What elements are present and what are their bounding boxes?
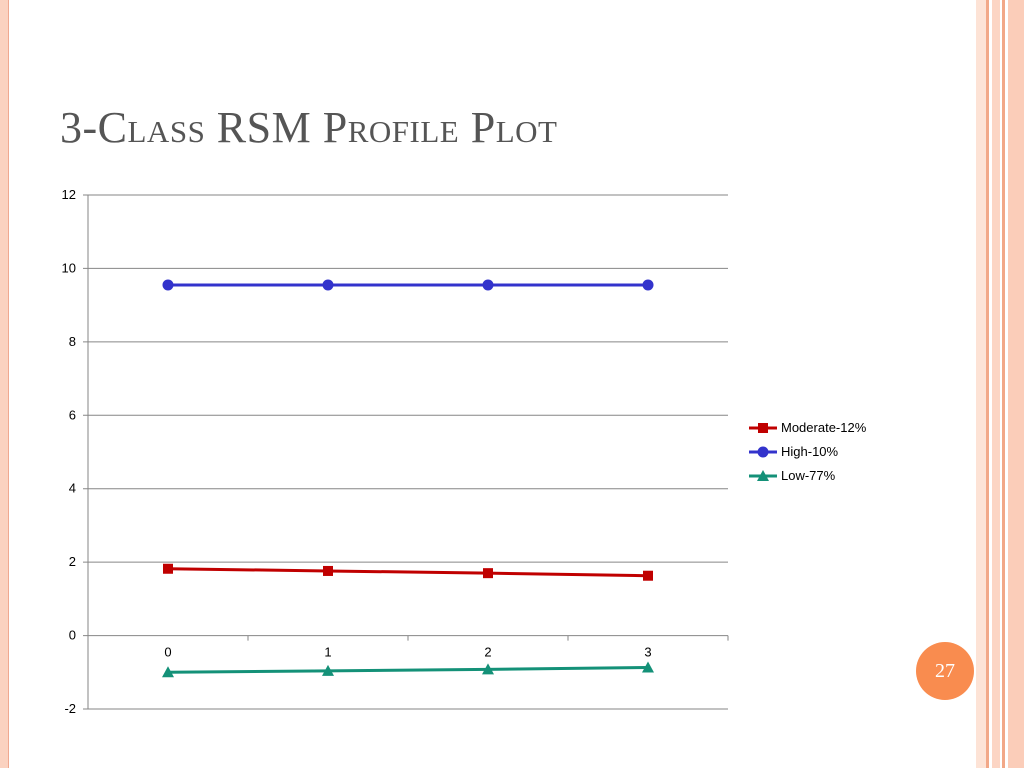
y-tick-label: 0 [69,628,76,643]
legend-label: Moderate-12% [781,420,867,435]
x-tick-label: 2 [484,645,491,660]
y-tick-label: 6 [69,407,76,422]
data-point [643,570,653,581]
data-point [162,279,174,291]
data-point [163,563,173,574]
data-point [323,565,333,576]
stripe [992,0,1000,768]
data-point [483,568,493,579]
right-decorative-stripes [976,0,1024,768]
data-point [642,279,654,291]
slide-title: 3-Class RSM Profile Plot [60,103,558,152]
legend: Moderate-12% High-10% Low-77% [749,420,867,483]
data-point [642,661,654,673]
legend-marker [758,423,768,433]
legend-item-low-77: Low-77% [749,468,836,483]
x-tick-label: 0 [164,645,171,660]
stripe [1008,0,1024,768]
x-tick-label: 1 [324,645,331,660]
series-moderate-12 [163,563,653,581]
y-tick-label: 8 [69,334,76,349]
legend-label: Low-77% [781,468,836,483]
x-tick-label: 3 [644,645,651,660]
page-number-badge: 27 [916,642,974,700]
stripe [1002,0,1005,768]
y-tick-label: 10 [62,260,76,275]
grid-layer [83,194,728,710]
data-point [322,279,334,291]
legend-label: High-10% [781,444,839,459]
series-layer [162,279,654,678]
left-decorative-border [0,0,9,768]
data-point [482,279,494,291]
series-high-10 [162,279,654,291]
legend-item-moderate-12: Moderate-12% [749,420,867,435]
y-tick-label: 2 [69,554,76,569]
series-line [167,567,649,578]
series-low-77 [162,661,654,678]
y-tick-label: 4 [69,481,76,496]
data-point [482,663,494,675]
data-point [162,666,174,678]
y-tick-label: 12 [62,187,76,202]
stripe [986,0,989,768]
legend-marker [757,446,769,458]
data-point [322,664,334,676]
series-line [167,666,649,674]
legend-marker [757,470,769,481]
y-tick-label: -2 [64,701,76,716]
legend-item-high-10: High-10% [749,444,839,459]
stripe [976,0,986,768]
